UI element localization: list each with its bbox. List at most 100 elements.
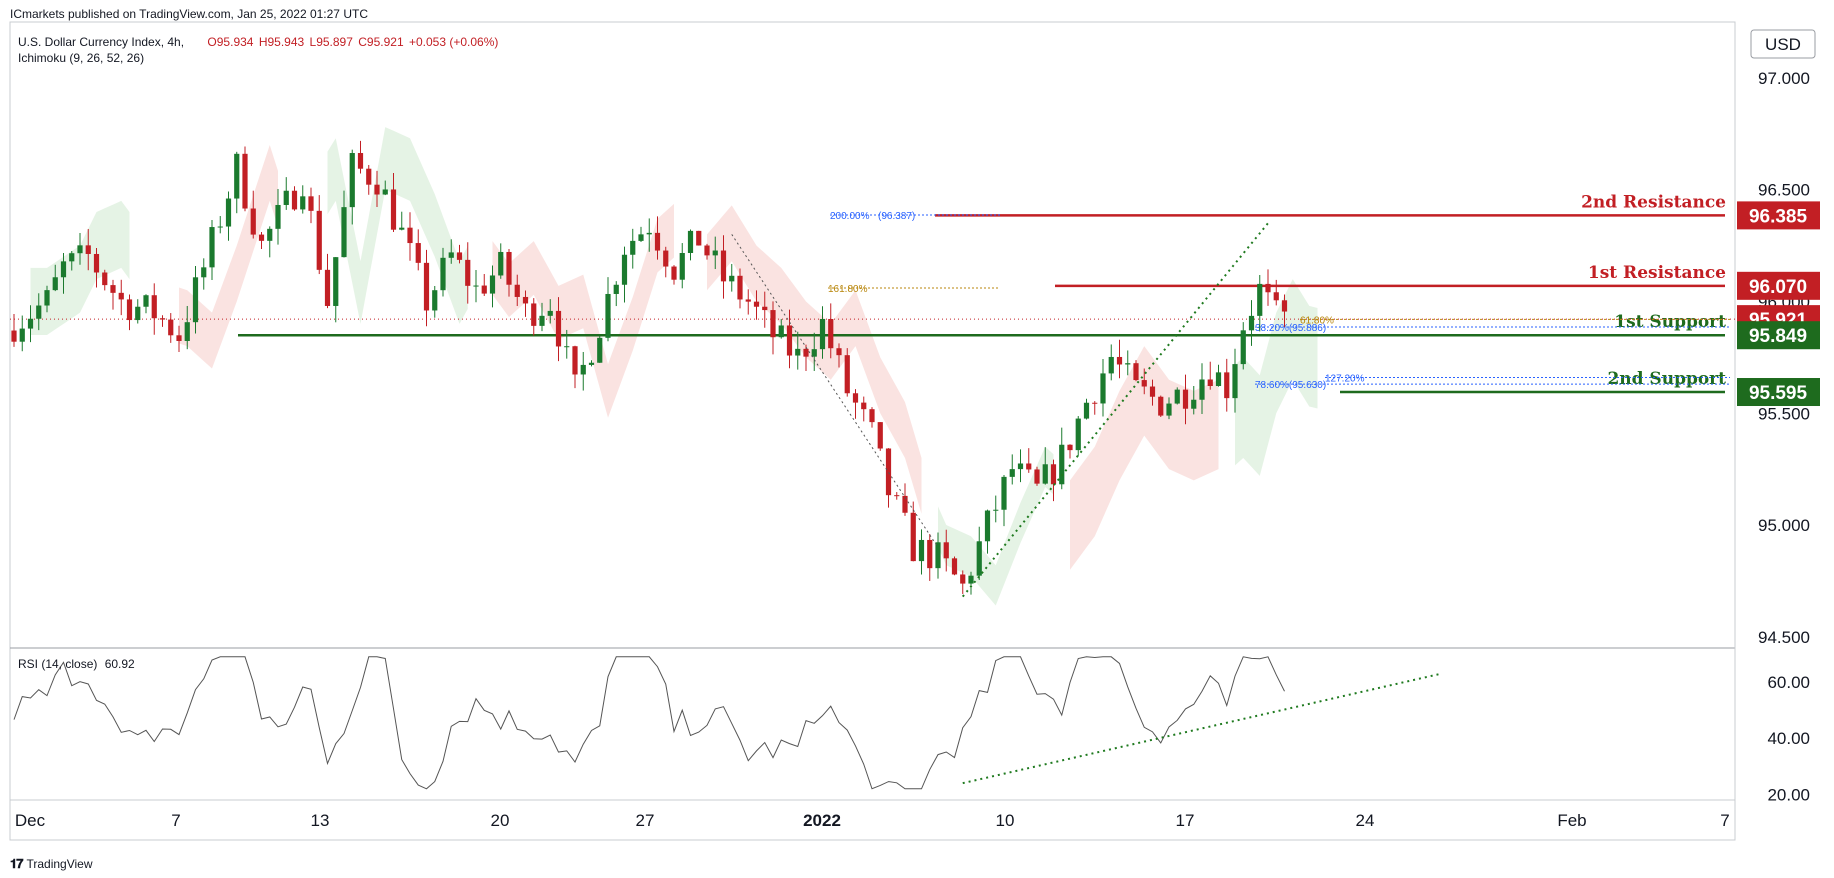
candle-body <box>258 234 265 241</box>
candle-body <box>291 190 298 210</box>
time-tick-label: 20 <box>491 811 510 830</box>
tradingview-footer: 𝟏𝟕 TradingView <box>10 856 93 872</box>
candle-body <box>1001 476 1007 510</box>
candle-body <box>712 250 718 256</box>
candle-body <box>481 285 487 294</box>
candle-body <box>951 558 958 575</box>
candle-body <box>976 541 982 576</box>
candle-body <box>423 262 430 311</box>
candle-body <box>1108 356 1114 374</box>
candle-body <box>27 318 34 329</box>
candle-body <box>869 409 875 423</box>
candle-body <box>506 251 512 285</box>
fib-label-2: 161.80% <box>828 284 868 295</box>
price-tag-box <box>1737 271 1820 300</box>
candle-body <box>1182 389 1189 409</box>
candle-body <box>1232 364 1238 399</box>
candle-body <box>1026 463 1032 470</box>
candle-body <box>547 310 553 316</box>
candle-body <box>324 269 331 306</box>
candle-body <box>333 257 339 306</box>
price-axis[interactable]: 97.00096.50096.00095.50095.00094.50060.0… <box>1750 29 1816 804</box>
candle-body <box>597 337 603 363</box>
candle-body <box>366 168 372 185</box>
candle-body <box>778 325 784 338</box>
candle-body <box>654 232 661 251</box>
candle-body <box>770 310 776 338</box>
tradingview-logo-icon: 𝟏𝟕 <box>10 856 24 871</box>
candle-body <box>968 575 974 584</box>
candle-body <box>1257 283 1263 316</box>
candle-body <box>473 285 479 287</box>
level-label-3: 2nd Support <box>1607 369 1726 389</box>
candle-body <box>1199 379 1205 400</box>
candle-body <box>176 335 182 341</box>
candle-body <box>374 184 380 195</box>
time-tick-label: 10 <box>996 811 1015 830</box>
time-tick-label: 7 <box>1720 811 1729 830</box>
candle-body <box>399 227 405 230</box>
candle-body <box>69 253 75 262</box>
level-label-2: 1st Support <box>1614 312 1726 332</box>
rsi-line <box>13 656 1285 790</box>
cloud-segment-7 <box>1235 279 1318 476</box>
candle-body <box>349 153 355 208</box>
candle-body <box>1009 469 1015 477</box>
rsi-pane <box>13 656 1442 790</box>
cloud-segment-6 <box>1070 346 1219 570</box>
candle-body <box>927 539 933 569</box>
candle-body <box>894 495 900 497</box>
symbol-header: U.S. Dollar Currency Index, 4h, O95.934 … <box>18 35 500 49</box>
ohlc-high: H95.943 <box>258 35 305 49</box>
candle-body <box>704 245 710 256</box>
rsi-header: RSI (14, close) 60.92 <box>18 657 135 671</box>
candle-body <box>613 284 619 294</box>
candle-body <box>19 328 25 342</box>
candle-body <box>201 267 207 278</box>
candle-body <box>1248 315 1255 331</box>
publisher-line: ICmarkets published on TradingView.com, … <box>10 7 368 21</box>
candle-body <box>844 355 850 394</box>
candle-body <box>514 284 520 297</box>
candle-body <box>1067 444 1073 451</box>
currency-box <box>1750 29 1816 59</box>
candle-body <box>1141 380 1147 387</box>
candle-body <box>407 227 413 244</box>
cloud-segment-0 <box>30 200 130 335</box>
pane-frames <box>9 21 1736 841</box>
candle-body <box>308 196 314 211</box>
candle-body <box>465 259 471 286</box>
ohlc-close: C95.921 <box>358 35 404 49</box>
price-tick-label: 96.500 <box>1758 181 1810 200</box>
price-tag-label: 96.385 <box>1749 206 1808 227</box>
candle-body <box>1191 399 1197 409</box>
time-tick-label: Feb <box>1557 811 1586 830</box>
time-tick-label: Dec <box>15 811 46 830</box>
candle-body <box>729 275 735 282</box>
candle-body <box>522 296 529 304</box>
candle-body <box>1149 386 1156 397</box>
candle-body <box>646 232 652 235</box>
candle-body <box>135 306 141 321</box>
time-axis[interactable]: Dec 7 13 20 27 2022 10 17 24 Feb 7 <box>15 811 1730 830</box>
price-tick-label: 94.500 <box>1758 628 1810 647</box>
candle-body <box>679 252 685 280</box>
rsi-value: 60.92 <box>104 657 135 671</box>
candle-body <box>225 198 232 227</box>
candle-body <box>828 318 834 349</box>
price-tag-box <box>1737 201 1820 230</box>
candle-body <box>663 250 669 267</box>
candle-body <box>588 362 595 365</box>
candle-body <box>795 348 801 356</box>
candle-body <box>44 290 50 306</box>
price-tick-label: 95.500 <box>1758 404 1810 423</box>
candle-body <box>159 318 166 320</box>
candle-body <box>1116 356 1123 365</box>
cloud-segment-2 <box>327 127 468 324</box>
price-candles <box>11 140 1288 595</box>
candle-body <box>1017 463 1024 470</box>
candle-body <box>621 254 628 285</box>
candle-body <box>1092 402 1098 404</box>
